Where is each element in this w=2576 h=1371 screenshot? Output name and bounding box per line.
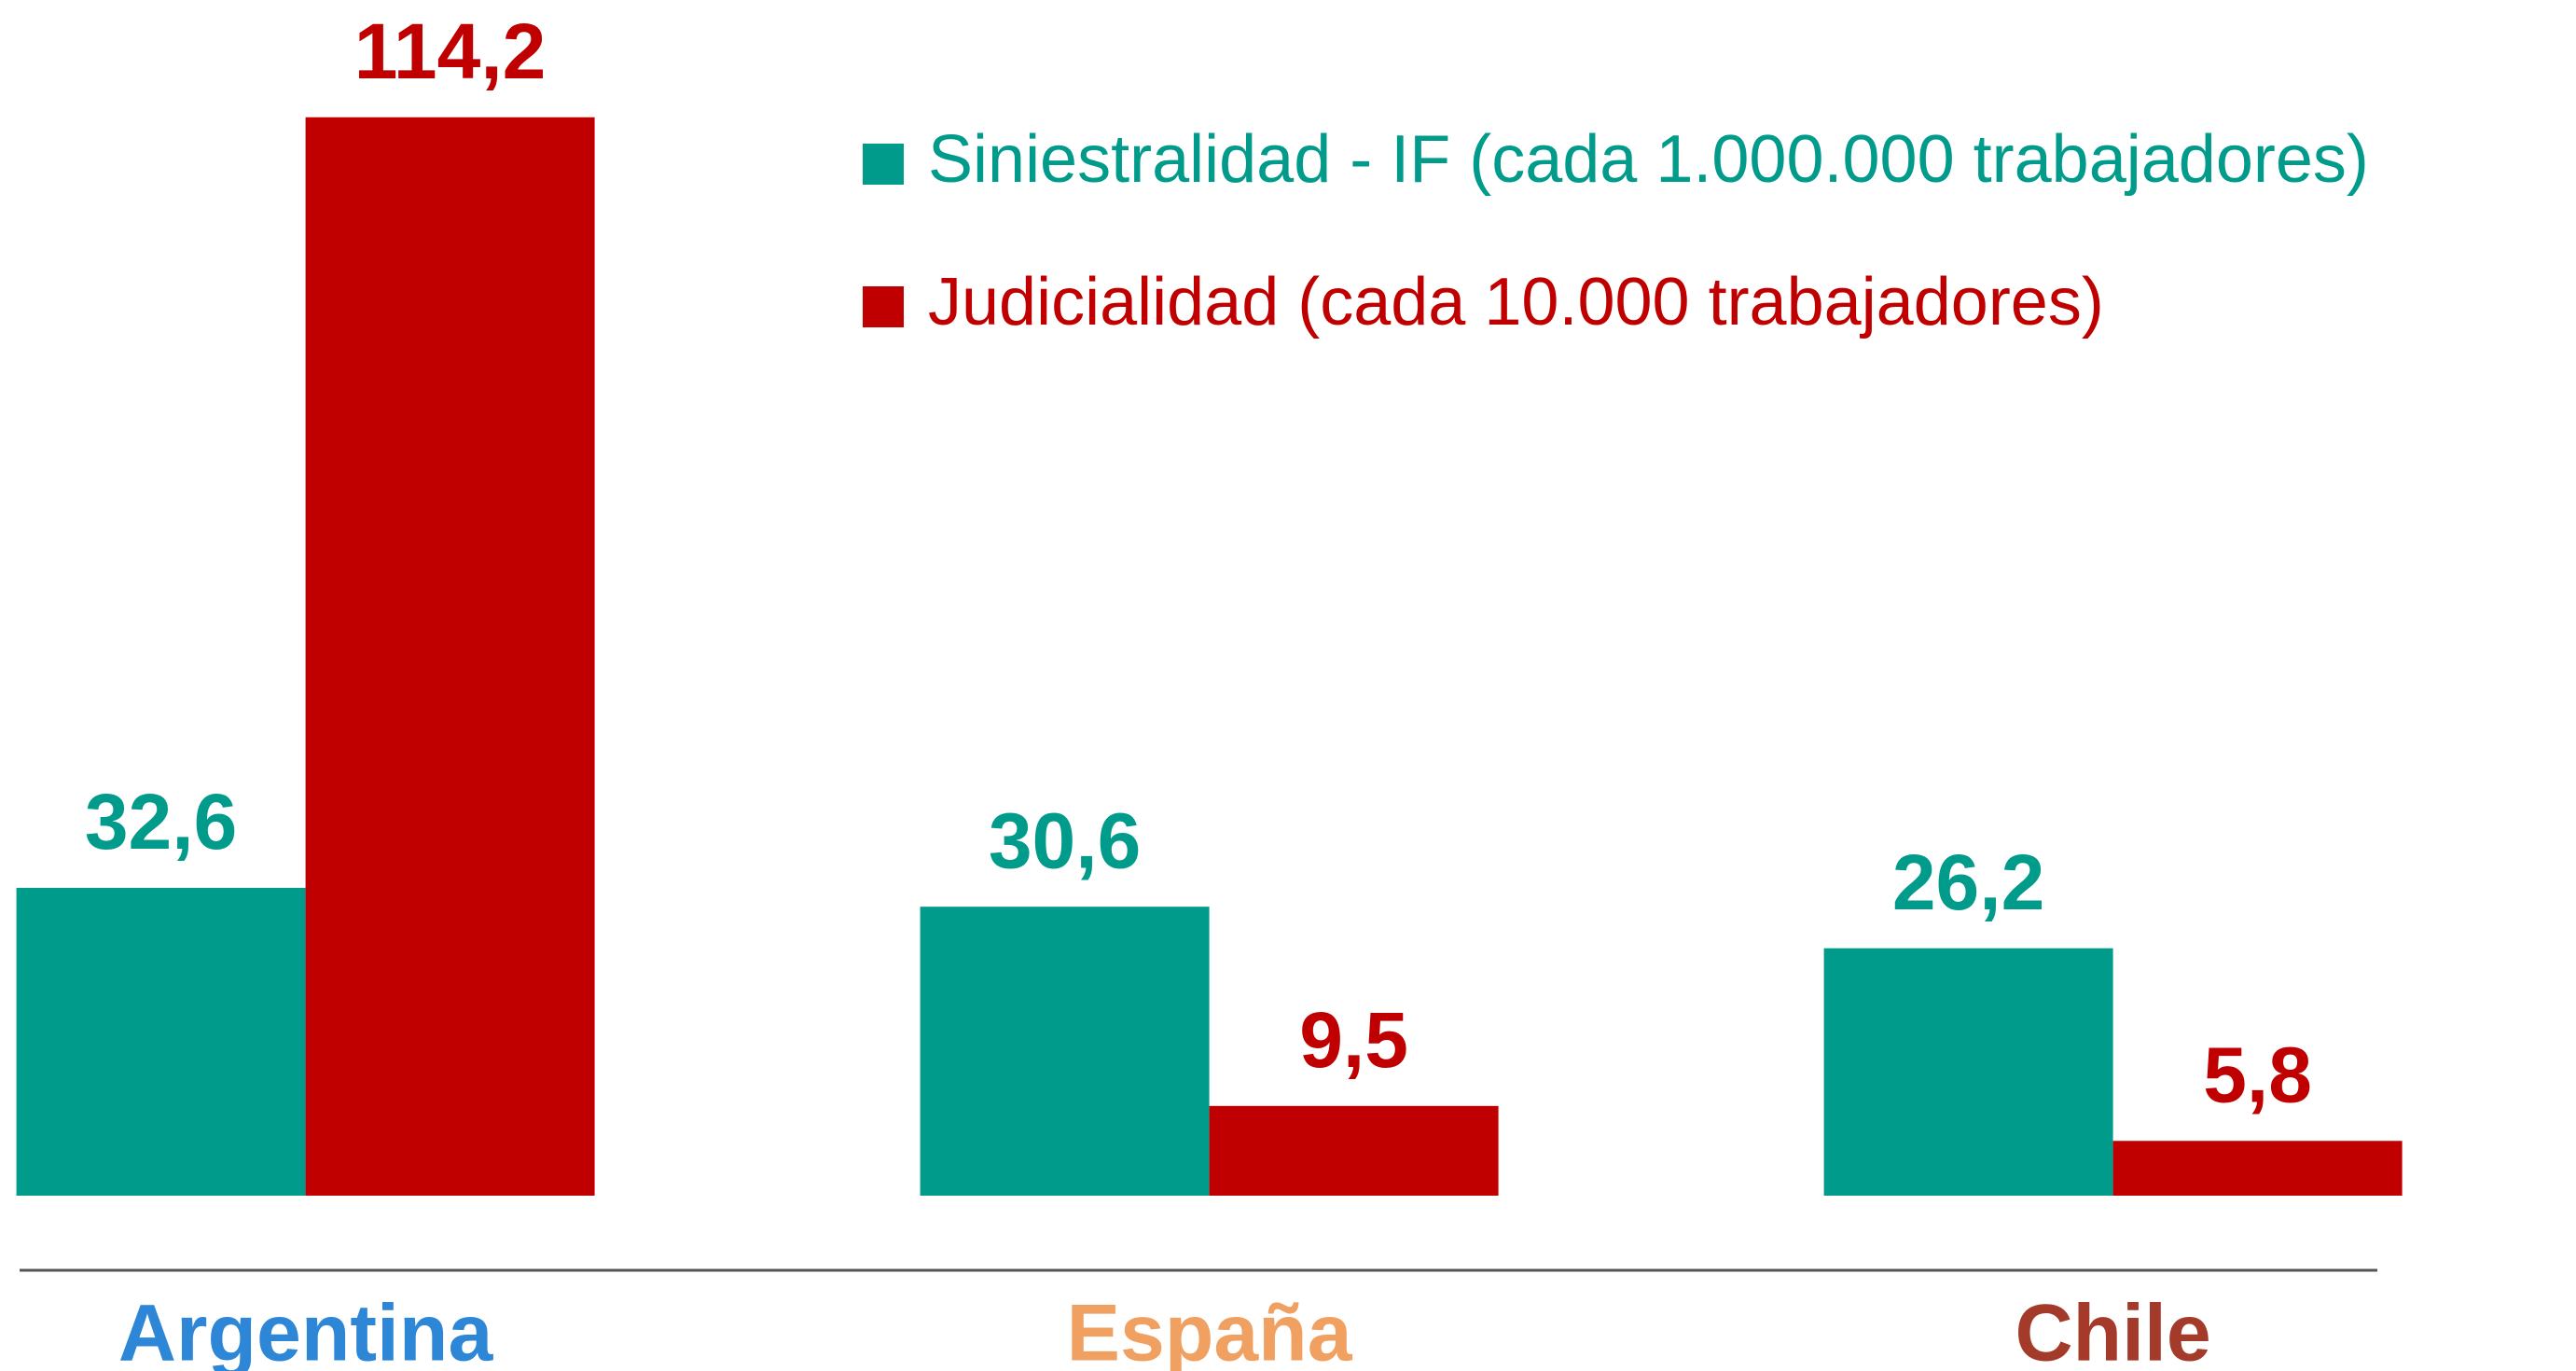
bar: [1823, 948, 2113, 1196]
legend-label: Siniestralidad - IF (cada 1.000.000 trab…: [928, 122, 2369, 197]
bar: [2112, 1141, 2403, 1196]
value-label: 30,6: [989, 796, 1142, 884]
value-label: 5,8: [2203, 1031, 2312, 1118]
x-tick-label: Chile: [2015, 1289, 2210, 1371]
bar: [920, 907, 1210, 1196]
x-tick-label: Argentina: [118, 1289, 494, 1371]
bar: [1209, 1105, 1499, 1196]
value-label: 114,2: [354, 7, 547, 95]
value-label: 32,6: [85, 778, 238, 866]
legend-swatch: [863, 286, 904, 327]
value-label: 26,2: [1892, 838, 2045, 926]
x-tick-label: España: [1067, 1289, 1353, 1371]
value-label: 9,5: [1299, 996, 1408, 1084]
legend-label: Judicialidad (cada 10.000 trabajadores): [928, 265, 2104, 339]
legend-swatch: [863, 144, 904, 185]
bar: [16, 887, 306, 1196]
bar: [305, 117, 595, 1197]
